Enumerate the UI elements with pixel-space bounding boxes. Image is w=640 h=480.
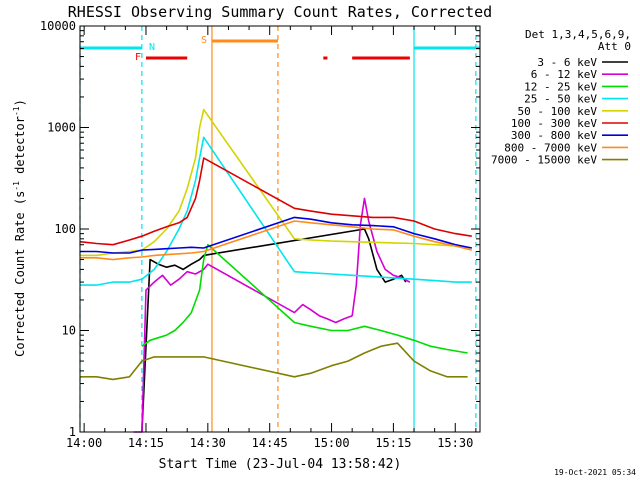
x-tick-label-5: 15:15 (375, 436, 411, 450)
y-axis-label-end: ) (13, 99, 27, 106)
x-tick-label-4: 15:00 (313, 436, 349, 450)
series-lines (79, 108, 472, 433)
legend-label-8: 7000 - 15000 keV (491, 154, 597, 167)
y-axis-label: Corrected Count Rate (s-1 detector-1) (12, 99, 27, 357)
series-line-7 (80, 220, 472, 261)
y-axis-label-mid: detector (13, 116, 27, 181)
legend-label-0: 3 - 6 keV (537, 56, 597, 69)
y-tick-label-0: 1 (69, 425, 76, 439)
legend-label-2: 12 - 25 keV (524, 80, 597, 93)
flag-label-n: N (149, 42, 155, 53)
series-line-6 (80, 216, 472, 254)
legend-header-line-2: Att 0 (598, 40, 631, 53)
y-tick-label-2: 100 (54, 222, 76, 236)
legend-label-1: 6 - 12 keV (531, 68, 598, 81)
boundary-lines (79, 26, 477, 432)
x-tick-label-1: 14:15 (128, 436, 164, 450)
legend-label-4: 50 - 100 keV (518, 105, 598, 118)
y-axis-label-sup2: -1 (12, 106, 21, 116)
series-line-2 (141, 243, 468, 354)
series-line-1 (133, 197, 411, 433)
flag-label-f: F (135, 52, 141, 63)
legend-label-7: 800 - 7000 keV (504, 141, 597, 154)
x-axis-label: Start Time (23-Jul-04 13:58:42) (159, 457, 402, 472)
legend-label-3: 25 - 50 keV (524, 93, 597, 106)
flag-label-s: S (201, 35, 207, 46)
legend-header-line-1: Det 1,3,4,5,6,9, (525, 28, 631, 41)
y-axis-label-sup1: -1 (12, 181, 21, 191)
legend-label-5: 100 - 300 keV (511, 117, 597, 130)
footer-timestamp: 19-Oct-2021 05:34 (554, 468, 636, 477)
series-line-8 (80, 342, 468, 381)
y-tick-label-1: 10 (62, 324, 76, 338)
x-tick-label-2: 14:30 (190, 436, 226, 450)
y-tick-label-4: 10000 (40, 19, 76, 33)
y-axis-label-main: Corrected Count Rate (s (13, 191, 27, 357)
chart-title: RHESSI Observing Summary Count Rates, Co… (68, 3, 492, 21)
series-line-0 (141, 228, 407, 433)
y-tick-label-3: 1000 (47, 121, 76, 135)
flag-bars: NF S (80, 35, 480, 63)
series-line-5 (79, 157, 472, 246)
legend-label-6: 300 - 800 keV (511, 129, 597, 142)
plot-frame (79, 25, 481, 433)
x-tick-label-3: 14:45 (252, 436, 288, 450)
series-line-3 (80, 136, 472, 286)
x-tick-label-6: 15:30 (437, 436, 473, 450)
axes: 1 10 100 1000 10000 14:00 14:15 14:30 14:45 15:00… (40, 19, 481, 450)
x-tick-label-0: 14:00 (66, 436, 102, 450)
